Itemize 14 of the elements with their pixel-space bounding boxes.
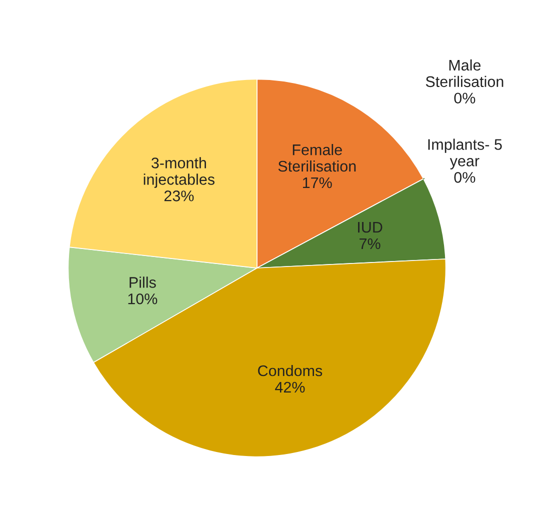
slice-label: Condoms	[258, 364, 322, 376]
data-label: 10%	[128, 293, 158, 304]
slice-label: IUD	[358, 222, 382, 233]
slice-label: Female Sterilisation	[278, 144, 356, 172]
data-label: 17%	[303, 177, 332, 188]
category-label: Implants- 5 year	[428, 138, 502, 170]
category-label: Male Sterilisation	[426, 59, 504, 88]
text: 0%	[454, 92, 476, 104]
data-label: 23%	[164, 190, 194, 202]
data-label: 42%	[275, 382, 305, 393]
data-label: 7%	[360, 238, 380, 250]
text: 0%	[454, 172, 476, 183]
slice-label: Pills	[130, 276, 156, 288]
slice-label: 3-month injectables	[144, 157, 214, 188]
